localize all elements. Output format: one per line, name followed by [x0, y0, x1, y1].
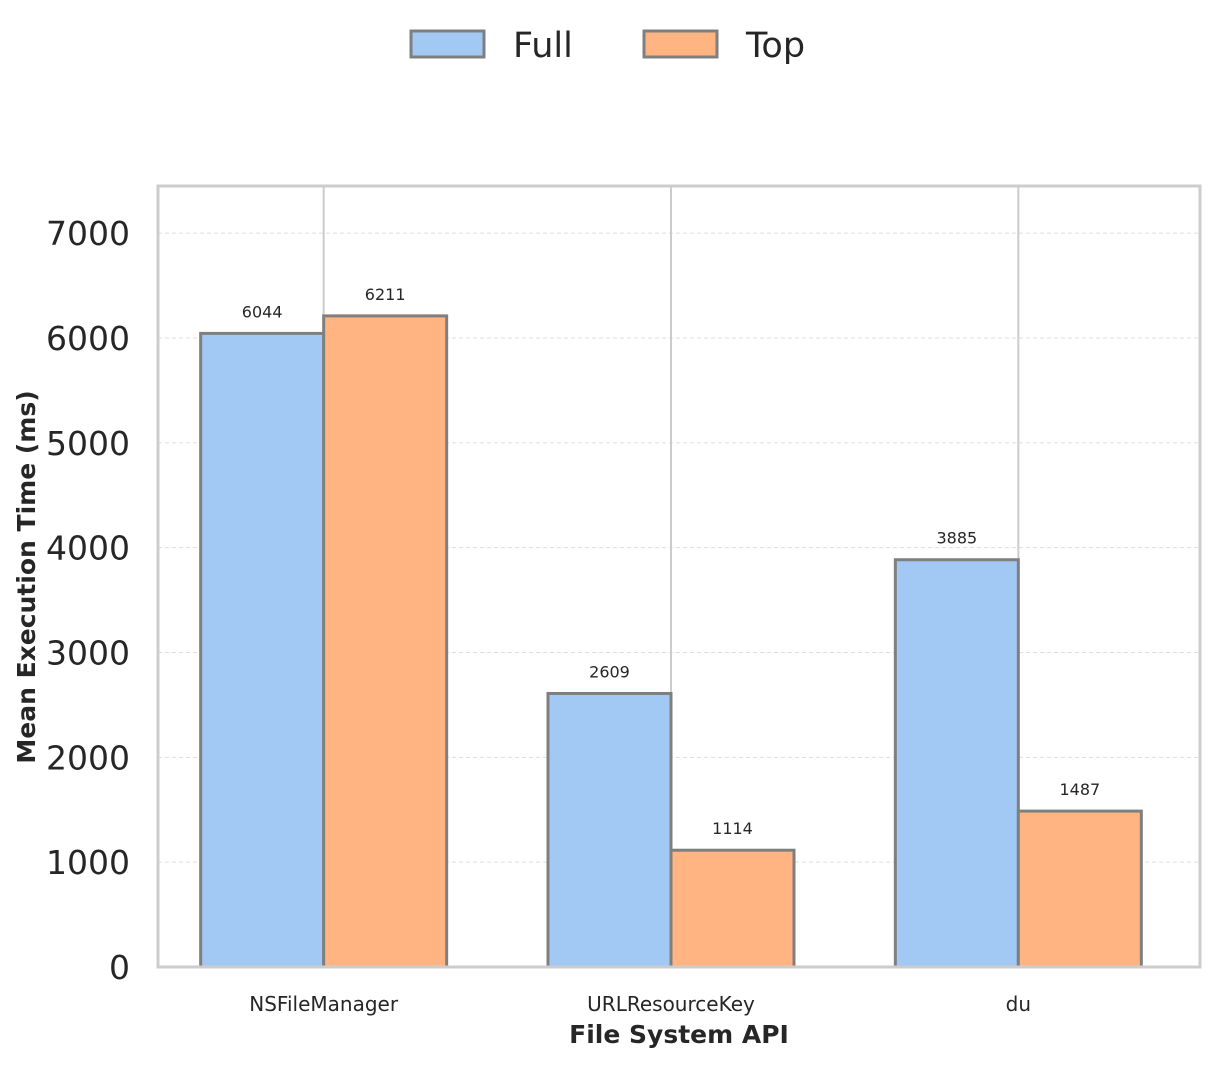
- legend-label-full: Full: [513, 26, 573, 66]
- x-axis-title: File System API: [569, 1020, 789, 1049]
- data-label: 1487: [1059, 780, 1100, 799]
- data-label: 3885: [936, 529, 977, 548]
- legend: Full Top: [409, 26, 805, 66]
- x-tick-label: du: [1006, 992, 1031, 1016]
- bar-top-urlresourcekey: [669, 848, 796, 969]
- y-tick-label: 5000: [46, 424, 130, 463]
- plot-frame: [156, 184, 1202, 969]
- y-tick-label: 4000: [46, 529, 130, 568]
- legend-label-top: Top: [745, 26, 805, 66]
- data-label: 6044: [242, 302, 283, 321]
- bar-full-du: [893, 558, 1020, 969]
- bar-full-urlresourcekey: [546, 691, 673, 969]
- data-label: 2609: [589, 662, 630, 681]
- y-tick-label: 7000: [46, 214, 130, 253]
- legend-swatch-full: [409, 29, 486, 59]
- y-tick-label: 3000: [46, 634, 130, 673]
- data-label: 6211: [365, 285, 406, 304]
- y-axis-title: Mean Execution Time (ms): [12, 390, 41, 763]
- bar-full-nsfilemanager: [199, 331, 326, 969]
- labels-layer: 0 1000 2000 3000 4000 5000 6000 7000 6044 2609 388…: [46, 214, 1100, 1016]
- y-tick-label: 6000: [46, 319, 130, 358]
- y-tick-label: 0: [109, 948, 130, 987]
- legend-swatch-top: [642, 29, 719, 59]
- y-tick-label: 2000: [46, 738, 130, 777]
- bar-top-du: [1016, 809, 1143, 969]
- bar-top-nsfilemanager: [322, 314, 449, 969]
- y-tick-label: 1000: [46, 843, 130, 882]
- bars-layer: [199, 314, 1143, 969]
- x-tick-label: URLResourceKey: [587, 992, 755, 1016]
- data-label: 1114: [712, 819, 753, 838]
- x-tick-label: NSFileManager: [249, 992, 399, 1016]
